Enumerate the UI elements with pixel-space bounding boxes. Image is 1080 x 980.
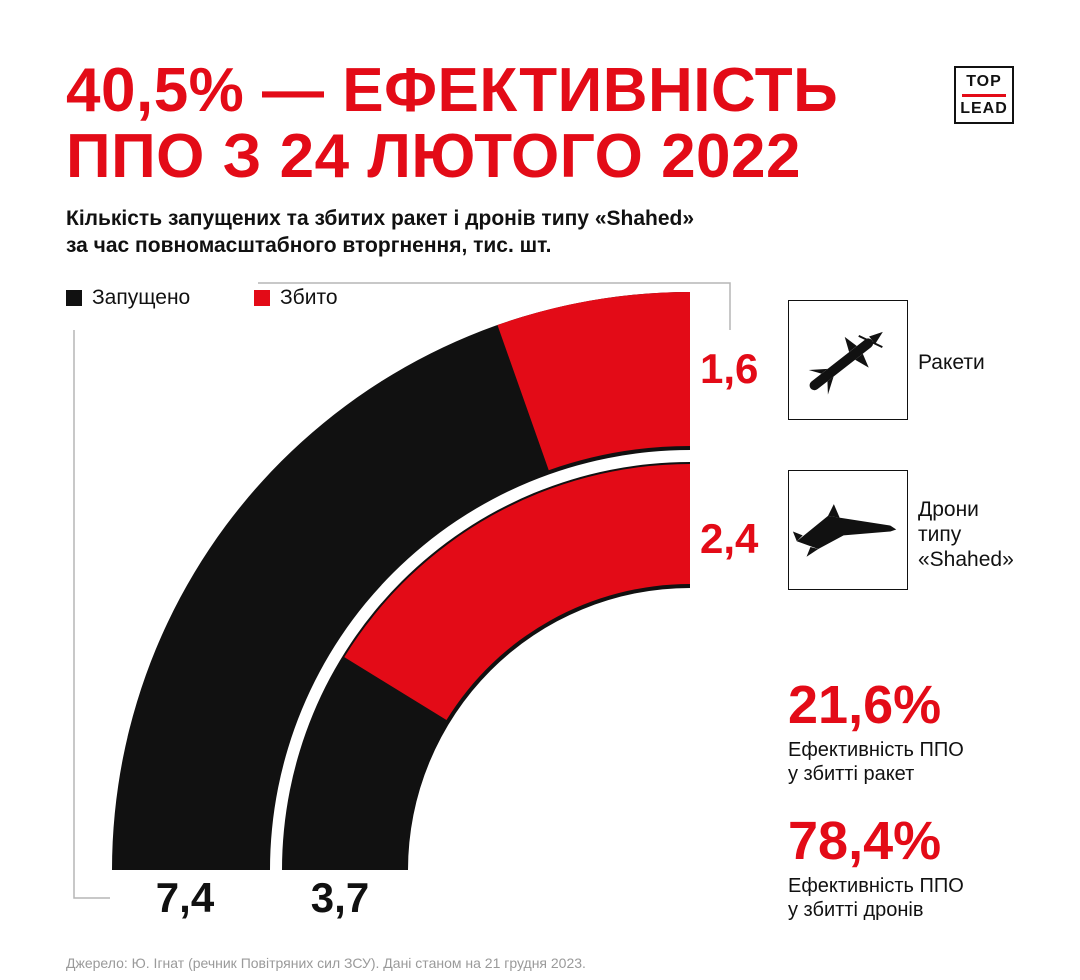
- category-label-missiles-line: Ракети: [918, 351, 985, 374]
- drone-icon-box: [788, 470, 908, 590]
- category-label-missiles: Ракети: [918, 350, 985, 375]
- missile-icon-box: [788, 300, 908, 420]
- title-line-1: 40,5% — ЕФЕКТИВНІСТЬ: [66, 56, 839, 125]
- legend-item-launched: Запущено: [66, 286, 190, 310]
- chart-subtitle: Кількість запущених та збитих ракет і др…: [66, 205, 694, 259]
- stat-drones: 78,4% Ефективність ППО у збитті дронів: [788, 812, 964, 922]
- subtitle-line-2: за час повномасштабного вторгнення, тис.…: [66, 234, 552, 257]
- guide-line-top: [258, 282, 731, 330]
- stat-drones-description: Ефективність ППО у збитті дронів: [788, 874, 964, 922]
- stat-missiles-description: Ефективність ППО у збитті ракет: [788, 738, 964, 786]
- logo-divider: [962, 94, 1006, 97]
- legend-item-shot-down: Збито: [254, 286, 338, 310]
- category-label-drones-line-3: «Shahed»: [918, 548, 1014, 571]
- legend-swatch-shot-down: [254, 290, 270, 306]
- source-note: Джерело: Ю. Ігнат (речник Повітряних сил…: [66, 955, 586, 971]
- logo-line-2: LEAD: [960, 100, 1008, 117]
- stat-missiles-desc-line-2: у збитті ракет: [788, 763, 915, 785]
- legend-label-shot-down: Збито: [280, 286, 338, 309]
- guide-line-left: [73, 330, 110, 899]
- subtitle-line-1: Кількість запущених та збитих ракет і др…: [66, 207, 695, 230]
- stat-missiles-desc-line-1: Ефективність ППО: [788, 739, 964, 761]
- stat-missiles-percent: 21,6%: [788, 675, 942, 735]
- page-title: 40,5% — ЕФЕКТИВНІСТЬ ППО З 24 ЛЮТОГО 202…: [66, 58, 838, 190]
- category-label-drones: Дрони типу «Shahed»: [918, 497, 1014, 572]
- title-line-2: ППО З 24 ЛЮТОГО 2022: [66, 122, 801, 191]
- label-shot-down-drones: 2,4: [700, 515, 759, 562]
- shahed-drone-icon: [792, 504, 897, 557]
- top-lead-logo: TOP LEAD: [954, 66, 1014, 124]
- stat-missiles: 21,6% Ефективність ППО у збитті ракет: [788, 676, 964, 786]
- stat-drones-percent: 78,4%: [788, 811, 942, 871]
- label-shot-down-missiles: 1,6: [700, 345, 758, 392]
- stat-drones-desc-line-1: Ефективність ППО: [788, 875, 964, 897]
- label-launched-missiles: 7,4: [156, 874, 215, 921]
- label-launched-drones: 3,7: [311, 874, 369, 921]
- legend-swatch-launched: [66, 290, 82, 306]
- category-label-drones-line-1: Дрони: [918, 498, 979, 521]
- bar-shot-down-drones: [344, 464, 690, 721]
- stat-drones-desc-line-2: у збитті дронів: [788, 899, 924, 921]
- logo-line-1: TOP: [966, 73, 1002, 90]
- missile-icon: [808, 331, 883, 395]
- legend-label-launched: Запущено: [92, 286, 191, 309]
- bar-shot-down-missiles: [497, 292, 690, 471]
- category-label-drones-line-2: типу: [918, 523, 962, 546]
